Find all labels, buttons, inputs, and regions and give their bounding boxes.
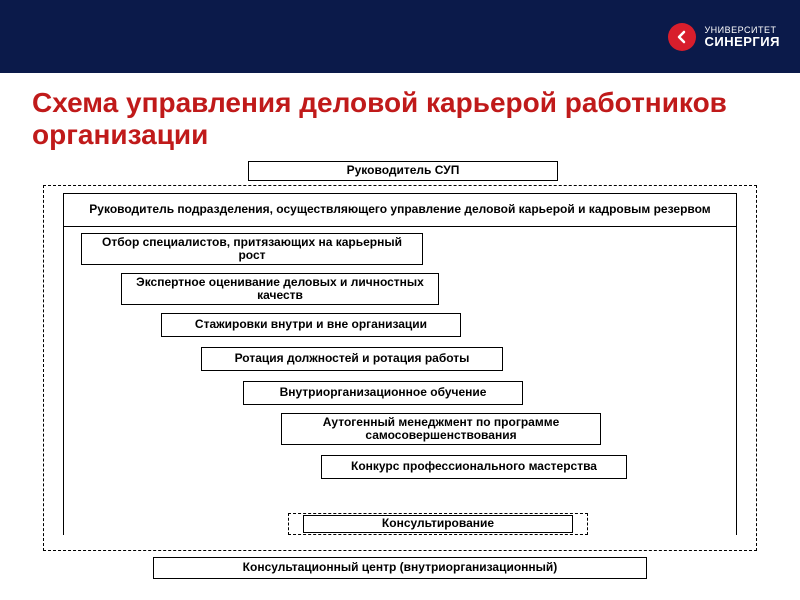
flowchart-diagram: Руководитель СУП Руководитель подразделен… xyxy=(33,161,767,581)
page-title: Схема управления деловой карьерой работн… xyxy=(32,87,768,151)
header: УНИВЕРСИТЕТ СИНЕРГИЯ xyxy=(0,0,800,73)
flow-box-b8: Аутогенный менеджмент по программе самос… xyxy=(281,413,601,445)
flow-box-b9: Конкурс профессионального мастерства xyxy=(321,455,627,479)
flow-box-b4: Экспертное оценивание деловых и личностн… xyxy=(121,273,439,305)
flow-box-b2: Руководитель подразделения, осуществляющ… xyxy=(63,193,737,227)
brand-logo: УНИВЕРСИТЕТ СИНЕРГИЯ xyxy=(668,23,780,51)
logo-text: УНИВЕРСИТЕТ СИНЕРГИЯ xyxy=(704,26,780,48)
content: Схема управления деловой карьерой работн… xyxy=(0,73,800,600)
logo-brand-text: СИНЕРГИЯ xyxy=(704,35,780,48)
flow-box-b6: Ротация должностей и ротация работы xyxy=(201,347,503,371)
logo-arrow-icon xyxy=(668,23,696,51)
flow-box-b1: Руководитель СУП xyxy=(248,161,558,181)
flow-box-b3: Отбор специалистов, притязающих на карье… xyxy=(81,233,423,265)
flow-box-b5: Стажировки внутри и вне организации xyxy=(161,313,461,337)
flow-box-b7: Внутриорганизационное обучение xyxy=(243,381,523,405)
flow-box-b11: Консультационный центр (внутриорганизаци… xyxy=(153,557,647,579)
page: УНИВЕРСИТЕТ СИНЕРГИЯ Схема управления де… xyxy=(0,0,800,600)
flow-box-b10: Консультирование xyxy=(303,515,573,533)
